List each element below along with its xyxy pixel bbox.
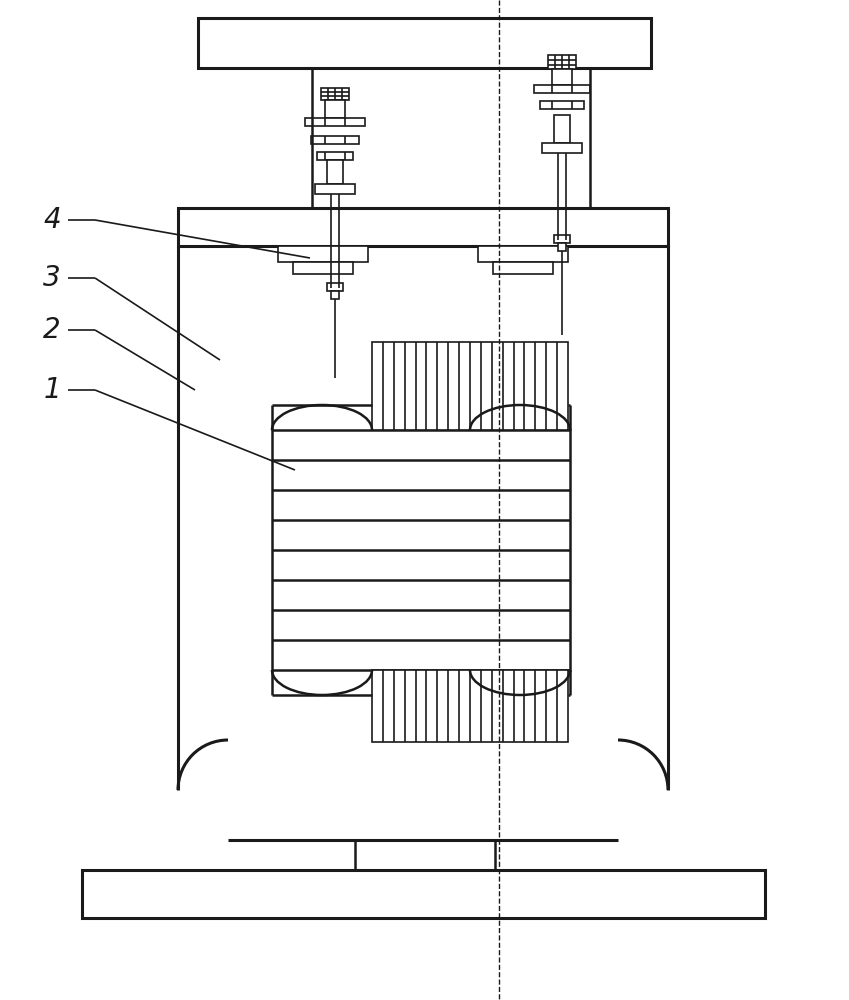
Bar — [554, 235, 570, 243]
Text: 3: 3 — [43, 264, 61, 292]
Bar — [293, 262, 353, 274]
Bar — [493, 262, 553, 274]
Bar — [534, 85, 590, 93]
Bar — [558, 243, 566, 251]
Bar — [321, 88, 349, 100]
Bar — [540, 101, 584, 109]
Bar — [327, 160, 343, 184]
Text: 2: 2 — [43, 316, 61, 344]
Bar — [278, 246, 368, 262]
Bar — [478, 246, 568, 262]
Bar — [327, 283, 343, 291]
Bar — [311, 136, 359, 144]
Bar — [82, 870, 765, 918]
Bar — [554, 115, 570, 143]
Bar — [315, 184, 355, 194]
Bar — [305, 118, 365, 126]
Bar — [542, 143, 582, 153]
Bar — [372, 342, 568, 430]
Bar — [198, 18, 651, 68]
Bar — [372, 670, 568, 742]
Text: 4: 4 — [43, 206, 61, 234]
Text: 1: 1 — [43, 376, 61, 404]
Bar — [325, 100, 345, 118]
Bar — [355, 840, 495, 870]
Bar — [317, 152, 353, 160]
Bar — [178, 208, 668, 246]
Bar — [548, 55, 576, 69]
Bar — [552, 69, 572, 85]
Bar — [331, 291, 339, 299]
Bar — [272, 430, 570, 670]
